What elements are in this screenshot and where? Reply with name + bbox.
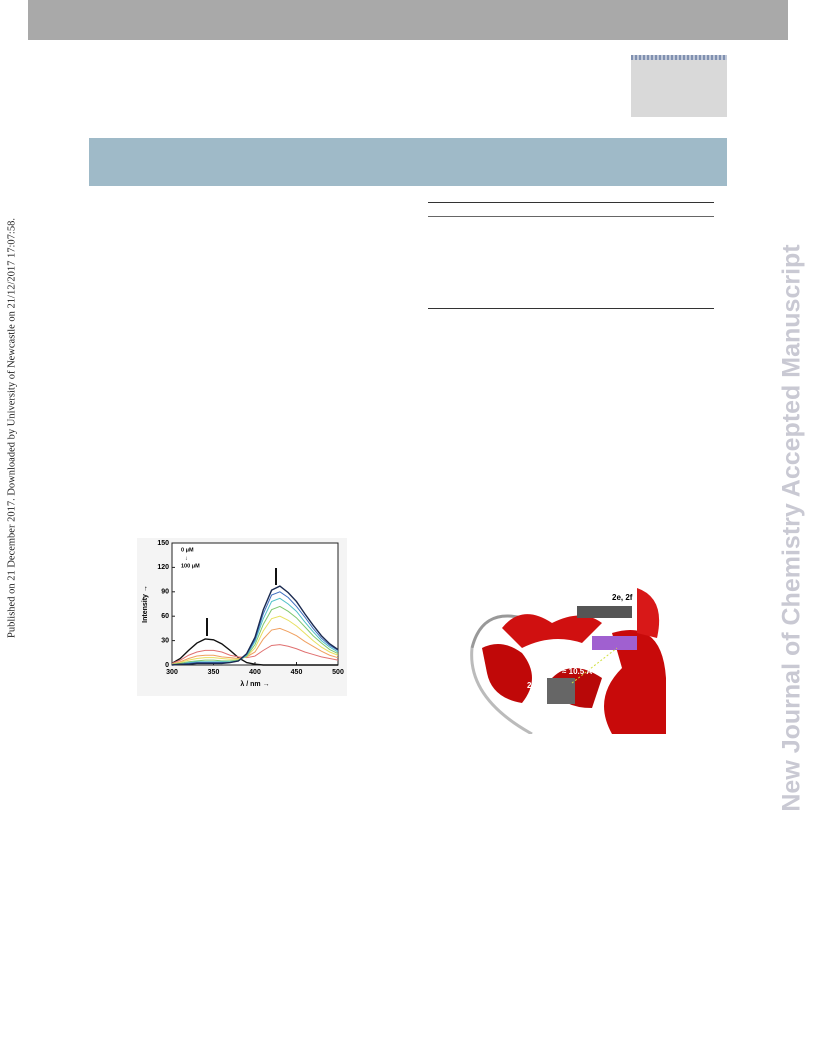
distance-line [571, 647, 618, 684]
watermark: New Journal of Chemistry Accepted Manusc… [777, 244, 806, 812]
annotation: 0 μM [181, 547, 194, 553]
y-tick-label: 60 [161, 613, 169, 620]
annotation: ↓ [185, 555, 188, 561]
figure-label: ≈ 10.5 Å [562, 667, 592, 676]
figure-label: 2e, 2f [612, 593, 633, 602]
helix [604, 630, 666, 734]
spectrum-line [171, 585, 339, 666]
spectrum-line [171, 615, 339, 665]
x-tick-label: 500 [332, 669, 344, 676]
helix [482, 644, 532, 703]
table-rule [428, 216, 714, 217]
x-tick-label: 300 [166, 669, 178, 676]
download-note: Published on 21 December 2017. Downloade… [6, 218, 18, 638]
annotation: 100 μM [181, 563, 200, 569]
section-band [89, 138, 727, 186]
table-rule [428, 308, 714, 309]
logo-strip [631, 55, 727, 60]
spectrum-line [171, 597, 339, 666]
docking-figure: 2e, 2f ≈ 3.5 Å ≈ 10.5 Å 2a-d [470, 588, 666, 734]
x-tick-label: 400 [249, 669, 261, 676]
ligand [577, 606, 632, 618]
y-tick-label: 120 [157, 564, 169, 571]
spectrum-line [171, 605, 339, 665]
y-axis-label: Intensity → [142, 585, 149, 623]
header-bar [28, 0, 788, 40]
ligand [547, 678, 575, 704]
spectrum-line [171, 638, 338, 666]
journal-logo [631, 55, 727, 117]
ligand [592, 636, 637, 650]
helix [637, 588, 660, 638]
spectrum-line [171, 644, 339, 664]
y-tick-label: 30 [161, 637, 169, 644]
x-axis-label: λ / nm → [240, 680, 269, 688]
x-tick-label: 350 [208, 669, 220, 676]
spectrum-line [171, 627, 339, 665]
coil [470, 647, 533, 734]
y-tick-label: 0 [165, 662, 169, 669]
table-rule [428, 202, 714, 203]
figure-label: ≈ 3.5 Å [602, 623, 628, 632]
helix [502, 614, 602, 648]
figure-label: 2a-d [527, 681, 544, 690]
x-tick-label: 450 [291, 669, 303, 676]
chart: 0 30 60 90 120 150 300 350 400 450 500 λ / nm → Inte… [137, 538, 347, 696]
spectrum-line [171, 591, 339, 666]
y-tick-label: 150 [157, 540, 169, 547]
plot: 0 30 60 90 120 150 300 350 400 450 500 λ / nm → Inte… [142, 540, 344, 688]
y-tick-label: 90 [161, 589, 169, 596]
